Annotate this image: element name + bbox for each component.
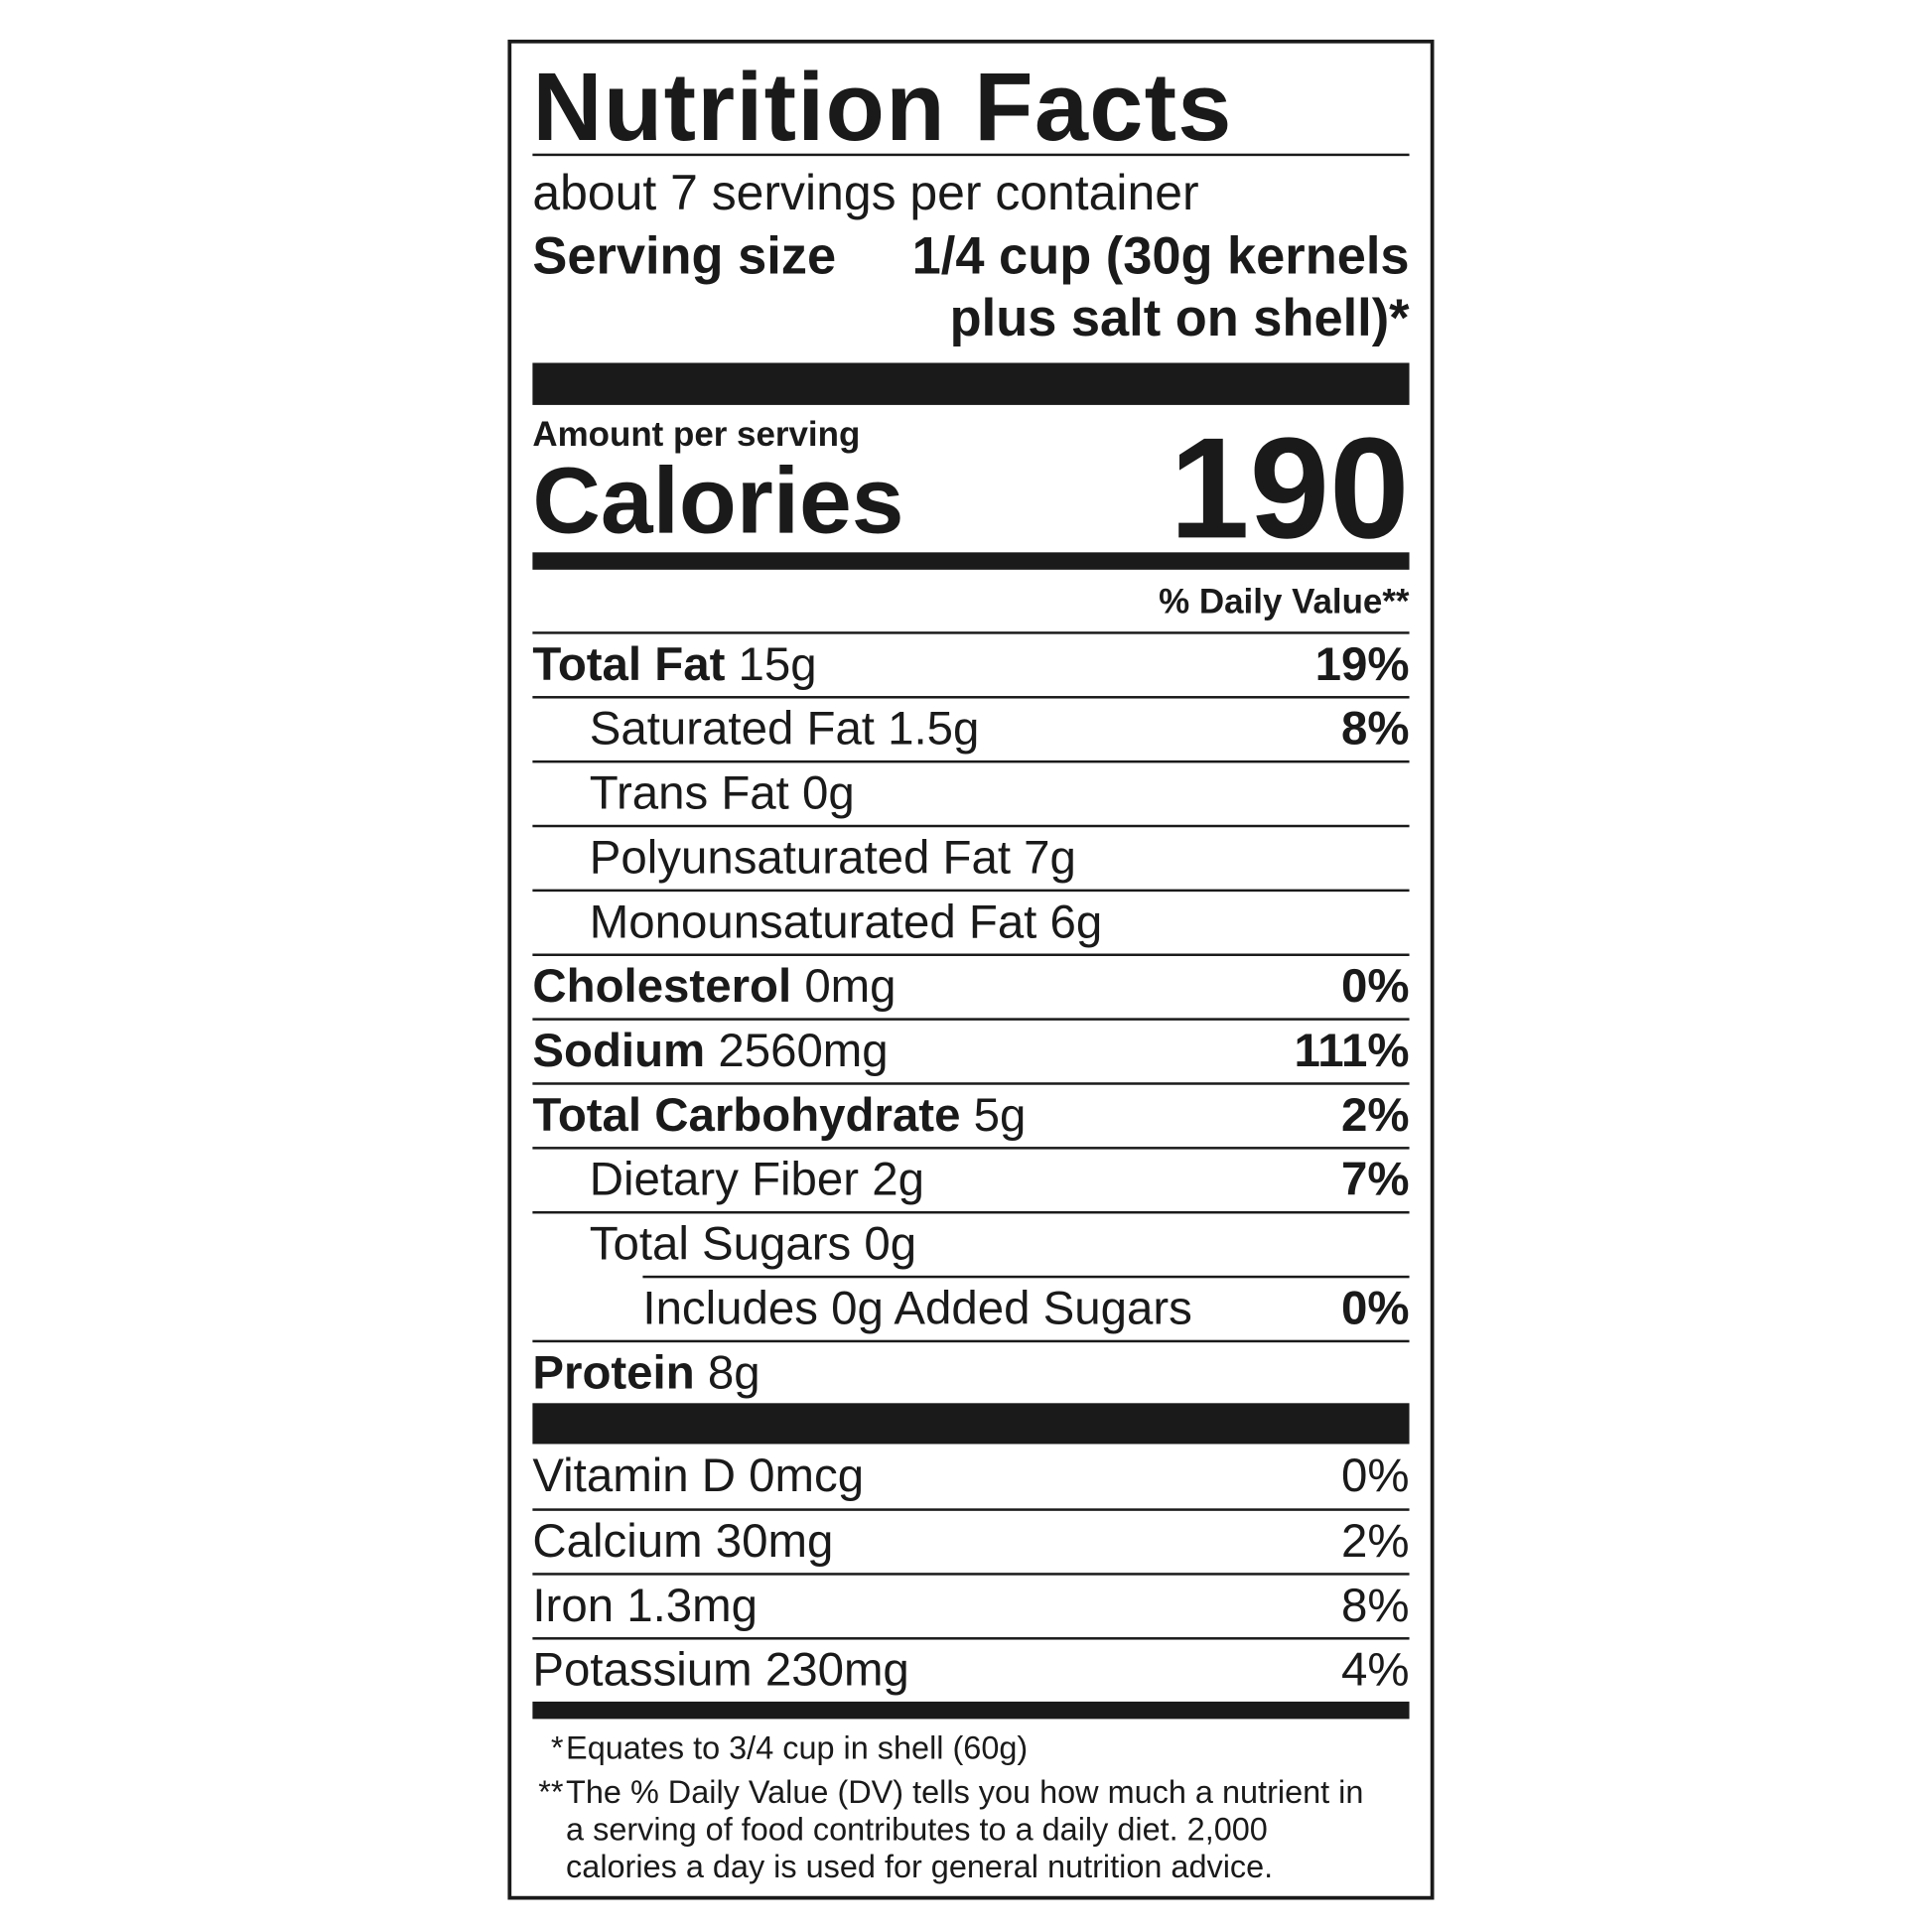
nutrient-row: Cholesterol 0mg 0% [532,953,1410,1018]
nutrient-amount: 7g [1024,831,1076,885]
calories-label: Calories [532,448,904,554]
nutrient-name: Includes [642,1282,818,1335]
calories-value: 190 [1170,407,1410,569]
vitamin-name: Potassium [532,1643,753,1697]
nutrient-row: Total Sugars 0g [532,1210,1410,1276]
vitamin-label: Calcium 30mg [532,1515,833,1569]
serving-size-label: Serving size [532,226,837,285]
nutrient-label: Total Sugars 0g [532,1218,916,1272]
footnotes: * Equates to 3/4 cup in shell (60g) ** The … [532,1728,1387,1884]
footnote-marker: ** [538,1773,564,1811]
daily-value: 7% [1341,1153,1410,1206]
nutrient-name: Dietary Fiber [589,1153,860,1206]
daily-value: 8% [1341,702,1410,756]
footnote: ** The % Daily Value (DV) tells you how m… [532,1773,1387,1884]
medium-rule [532,1701,1410,1720]
nutrient-amount: 8g [707,1346,760,1399]
nutrient-label: Includes 0g Added Sugars [642,1283,1191,1336]
nutrient-name: Polyunsaturated Fat [589,831,1011,885]
vitamin-amount: 230mg [764,1643,909,1697]
nutrient-row: Total Carbohydrate 5g 2% [532,1082,1410,1147]
daily-value: 111% [1294,1025,1410,1077]
nutrient-row: Trans Fat 0g [532,759,1410,825]
vitamin-row: Vitamin D 0mcg 0% [532,1444,1409,1508]
serving-size-value: 1/4 cup (30g kernels [911,226,1410,285]
nutrient-row: Polyunsaturated Fat 7g [532,824,1410,890]
nutrient-label: Monounsaturated Fat 6g [532,896,1103,949]
nutrient-amount: 5g [973,1089,1027,1142]
nutrient-row: Sodium 2560mg 111% [532,1018,1410,1082]
daily-value: 0% [1341,960,1410,1013]
nutrient-row: Total Fat 15g 19% [532,631,1410,696]
thick-rule [532,1403,1410,1445]
nutrient-name: Protein [532,1346,695,1399]
nutrient-amount: 0g Added Sugars [831,1282,1192,1335]
vitamin-label: Vitamin D 0mcg [532,1449,864,1503]
vitamin-row: Potassium 230mg 4% [532,1637,1410,1702]
daily-value: 0% [1341,1449,1410,1502]
daily-value: 2% [1341,1515,1410,1568]
serving-size-value: plus salt on shell)* [949,288,1410,347]
nutrient-label: Dietary Fiber 2g [532,1154,924,1207]
nutrient-name: Total Fat [532,638,726,691]
nutrient-name: Total Sugars [589,1217,852,1271]
thick-rule [532,362,1410,405]
vitamin-amount: 30mg [715,1515,834,1568]
nutrient-amount: 2560mg [718,1025,889,1077]
amount-per-serving: Amount per serving [532,414,861,454]
title: Nutrition Facts [532,55,1410,159]
daily-value: 8% [1341,1580,1410,1632]
nutrient-row: Monounsaturated Fat 6g [532,889,1410,954]
vitamin-name: Calcium [532,1515,703,1568]
label-border [507,39,1435,1900]
serving-size: Serving size 1/4 cup (30g kernels plus sa… [532,225,1409,349]
nutrient-name: Sodium [532,1025,706,1077]
nutrient-amount: 6g [1049,896,1103,948]
daily-value: 0% [1341,1282,1410,1335]
vitamin-amount: 0mcg [749,1449,865,1502]
nutrient-name: Total Carbohydrate [532,1089,961,1142]
nutrient-label: Total Carbohydrate 5g [532,1089,1026,1143]
footnote-text: The % Daily Value (DV) tells you how muc… [566,1773,1364,1885]
nutrient-amount: 2g [872,1153,924,1206]
nutrient-row: Saturated Fat 1.5g 8% [532,696,1410,760]
nutrient-name: Trans Fat [589,766,789,820]
nutrient-row: Dietary Fiber 2g 7% [532,1147,1410,1211]
daily-value: 4% [1341,1643,1410,1697]
nutrient-amount: 15g [738,638,817,691]
servings: about 7 servings per container [532,166,1199,221]
nutrient-label: Saturated Fat 1.5g [532,702,980,757]
daily-value: 2% [1341,1089,1410,1142]
nutrient-amount: 0g [864,1217,917,1271]
footnote-text: Equates to 3/4 cup in shell (60g) [566,1728,1029,1766]
nutrient-name: Saturated Fat [589,702,875,756]
footnote-marker: * [550,1728,564,1766]
nutrient-row: Includes 0g Added Sugars 0% [642,1275,1410,1340]
daily-value-header: % Daily Value** [1159,582,1410,621]
footnote: * Equates to 3/4 cup in shell (60g) [532,1728,1387,1765]
nutrient-amount: 0g [802,766,855,820]
vitamin-label: Potassium 230mg [532,1644,908,1698]
vitamin-name: Vitamin D [532,1449,736,1502]
nutrient-label: Trans Fat 0g [532,766,855,821]
nutrient-amount: 1.5g [888,702,980,756]
vitamin-amount: 1.3mg [626,1580,758,1632]
vitamin-label: Iron 1.3mg [532,1580,758,1633]
nutrient-label: Cholesterol 0mg [532,960,896,1014]
vitamin-name: Iron [532,1580,615,1632]
nutrient-label: Polyunsaturated Fat 7g [532,832,1076,886]
nutrient-name: Monounsaturated Fat [589,896,1037,948]
medium-rule [532,552,1410,570]
nutrient-label: Total Fat 15g [532,638,816,692]
nutrient-name: Cholesterol [532,960,792,1013]
vitamin-row: Iron 1.3mg 8% [532,1573,1410,1637]
nutrient-row: Protein 8g [532,1339,1410,1405]
nutrient-label: Protein 8g [532,1347,759,1401]
nutrient-label: Sodium 2560mg [532,1025,888,1078]
vitamin-row: Calcium 30mg 2% [532,1508,1410,1573]
nutrient-amount: 0mg [804,960,897,1013]
daily-value: 19% [1314,638,1410,691]
